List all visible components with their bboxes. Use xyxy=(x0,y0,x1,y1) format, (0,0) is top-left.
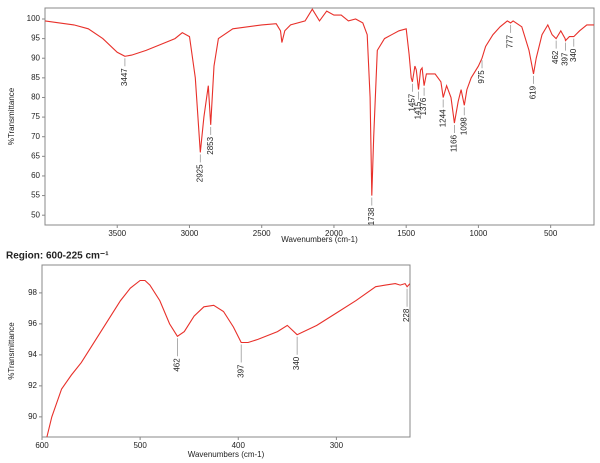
peak-label: 1098 xyxy=(459,117,468,135)
peak-label: 340 xyxy=(569,48,578,62)
y-tick-label: 80 xyxy=(31,93,40,102)
peak-label: 462 xyxy=(173,358,182,372)
peak-label: 619 xyxy=(529,85,538,99)
peak-label: 340 xyxy=(292,356,301,370)
peak-label: 2925 xyxy=(195,164,204,182)
y-tick-label: 65 xyxy=(31,151,40,160)
y-tick-label: 100 xyxy=(27,14,41,23)
peak-label: 397 xyxy=(561,52,570,66)
y-tick-label: 98 xyxy=(28,288,37,297)
y-tick-label: 85 xyxy=(31,73,40,82)
peak-label: 397 xyxy=(236,364,245,378)
peak-label: 2853 xyxy=(206,136,215,154)
y-tick-label: 60 xyxy=(31,171,40,180)
peak-label: 1415 xyxy=(414,101,423,119)
spectrum-line xyxy=(45,8,594,196)
x-tick-label: 600 xyxy=(35,441,49,450)
x-tick-label: 2500 xyxy=(253,229,271,238)
x-tick-label: 3500 xyxy=(108,229,126,238)
peak-label: 462 xyxy=(551,50,560,64)
x-tick-label: 500 xyxy=(544,229,558,238)
y-tick-label: 94 xyxy=(28,350,37,359)
plot-frame xyxy=(44,7,595,226)
peak-label: 1457 xyxy=(408,93,417,111)
x-axis-label: Wavenumbers (cm-1) xyxy=(188,450,265,459)
y-tick-label: 96 xyxy=(28,319,37,328)
x-tick-label: 300 xyxy=(330,441,344,450)
y-tick-label: 75 xyxy=(31,112,40,121)
chart-title: Region: 600-225 cm⁻¹ xyxy=(6,251,109,262)
peak-label: 975 xyxy=(477,70,486,84)
peak-label: 777 xyxy=(506,34,515,48)
peak-label: 1244 xyxy=(438,109,447,127)
x-tick-label: 500 xyxy=(133,441,147,450)
x-tick-label: 1500 xyxy=(397,229,415,238)
y-tick-label: 95 xyxy=(31,34,40,43)
peak-label: 1166 xyxy=(450,134,459,152)
plot-frame xyxy=(41,264,411,438)
peak-label: 228 xyxy=(402,308,411,322)
peak-label: 3447 xyxy=(120,68,129,86)
y-axis-label: %Transmittance xyxy=(7,322,16,380)
y-tick-label: 55 xyxy=(31,191,40,200)
x-tick-label: 1000 xyxy=(470,229,488,238)
y-tick-label: 92 xyxy=(28,381,37,390)
spectrum-line xyxy=(46,279,410,437)
x-tick-label: 2000 xyxy=(325,229,343,238)
y-tick-label: 90 xyxy=(31,53,40,62)
y-tick-label: 90 xyxy=(28,412,37,421)
y-axis-label: %Transmittance xyxy=(7,87,16,145)
peak-label: 1738 xyxy=(367,207,376,225)
x-axis-label: Wavenumbers (cm-1) xyxy=(281,235,358,244)
y-tick-label: 50 xyxy=(31,210,40,219)
x-tick-label: 3000 xyxy=(181,229,199,238)
x-tick-label: 400 xyxy=(232,441,246,450)
y-tick-label: 70 xyxy=(31,132,40,141)
peak-label: 1376 xyxy=(419,97,428,115)
